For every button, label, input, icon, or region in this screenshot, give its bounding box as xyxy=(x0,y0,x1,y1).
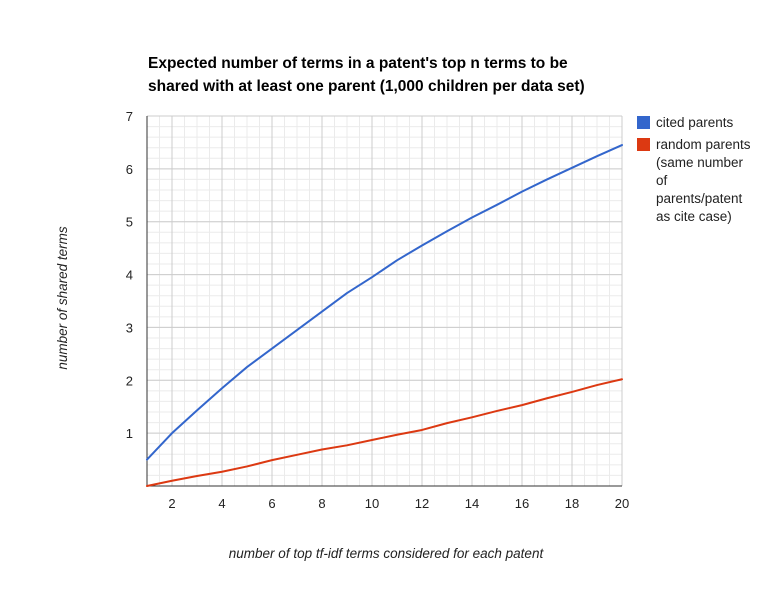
x-tick-label: 2 xyxy=(168,496,175,511)
legend-label: as cite case) xyxy=(656,209,732,224)
x-tick-label: 20 xyxy=(615,496,629,511)
legend-swatch xyxy=(637,138,650,151)
x-tick-label: 4 xyxy=(218,496,225,511)
chart-title-line: shared with at least one parent (1,000 c… xyxy=(148,78,585,95)
legend-label: cited parents xyxy=(656,115,734,130)
y-axis-ticks: 1 2 3 4 5 6 7 xyxy=(126,109,133,441)
x-tick-label: 8 xyxy=(318,496,325,511)
legend-swatch xyxy=(637,116,650,129)
x-axis-label: number of top tf-idf terms considered fo… xyxy=(229,546,545,561)
x-tick-label: 14 xyxy=(465,496,479,511)
y-tick-label: 2 xyxy=(126,373,133,388)
chart-title-line: Expected number of terms in a patent's t… xyxy=(148,55,568,72)
y-tick-label: 3 xyxy=(126,320,133,335)
x-tick-label: 10 xyxy=(365,496,379,511)
y-axis-label: number of shared terms xyxy=(55,226,70,370)
chart-title: Expected number of terms in a patent's t… xyxy=(148,55,585,95)
legend-label: (same number xyxy=(656,155,744,170)
series-line-cited-parents xyxy=(146,144,623,461)
y-tick-label: 1 xyxy=(126,426,133,441)
legend-label: of xyxy=(656,173,668,188)
x-tick-label: 12 xyxy=(415,496,429,511)
chart-axes xyxy=(146,116,622,487)
series-line-random-parents xyxy=(146,378,623,487)
legend-label: random parents xyxy=(656,137,751,152)
x-axis-ticks: 2 4 6 8 10 12 14 16 18 20 xyxy=(168,496,629,511)
y-tick-label: 7 xyxy=(126,109,133,124)
y-tick-label: 6 xyxy=(126,162,133,177)
legend-label: parents/patent xyxy=(656,191,743,206)
x-tick-label: 6 xyxy=(268,496,275,511)
x-tick-label: 18 xyxy=(565,496,579,511)
chart-gridlines xyxy=(146,115,623,487)
y-tick-label: 5 xyxy=(126,215,133,230)
x-tick-label: 16 xyxy=(515,496,529,511)
chart-legend: cited parents random parents (same number o… xyxy=(637,115,751,224)
y-tick-label: 4 xyxy=(126,268,133,283)
chart-series xyxy=(146,144,623,487)
